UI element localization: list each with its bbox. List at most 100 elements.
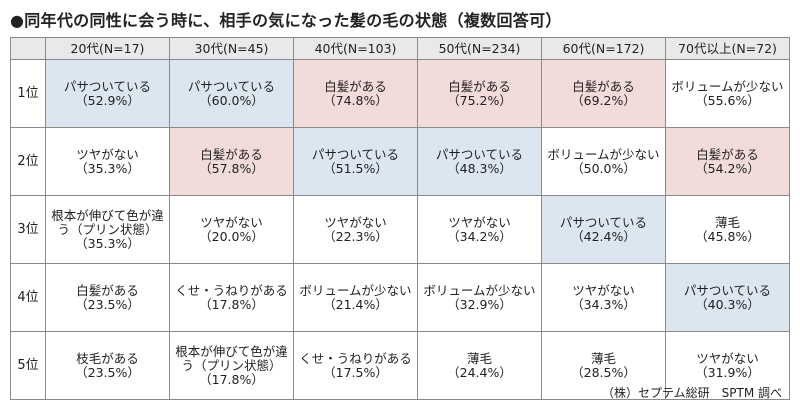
- column-header: 50代(N=234): [417, 37, 542, 60]
- table-cell: ボリュームが少ない （55.6%）: [665, 59, 790, 128]
- ranking-table: 20代(N=17) 30代(N=45) 40代(N=103) 50代(N=234…: [10, 37, 790, 400]
- answer-percent: （57.8%）: [199, 160, 264, 176]
- table-cell: ボリュームが少ない （32.9%）: [417, 263, 542, 332]
- answer-percent: （23.5%）: [75, 364, 140, 380]
- table-cell: パサついている （51.5%）: [293, 127, 418, 196]
- answer-label: くせ・うねりがある: [299, 350, 412, 366]
- answer-label: 白髪がある: [696, 146, 759, 162]
- answer-percent: （34.2%）: [447, 228, 512, 244]
- answer-label: 薄毛: [466, 350, 492, 366]
- table-row: 2位 ツヤがない （35.3%） 白髪がある （57.8%） パサついている （51.5%）…: [10, 127, 790, 196]
- table-row: 4位 白髪がある （23.5%） くせ・うねりがある （17.8%） ボリュームが少ない（…: [10, 263, 790, 332]
- table-cell: 枝毛がある （23.5%）: [45, 331, 170, 400]
- rank-label: 2位: [10, 127, 46, 196]
- answer-percent: （48.3%）: [447, 160, 512, 176]
- answer-label: ボリュームが少ない: [547, 146, 660, 162]
- answer-label: くせ・うねりがある: [175, 282, 288, 298]
- answer-percent: （32.9%）: [447, 296, 512, 312]
- table-cell: ツヤがない （34.2%）: [417, 195, 542, 264]
- answer-label: 根本が伸びて色が違う（プリン状態）: [51, 207, 164, 237]
- answer-label: 薄毛: [590, 350, 616, 366]
- table-cell: ツヤがない （22.3%）: [293, 195, 418, 264]
- answer-percent: （40.3%）: [695, 296, 760, 312]
- column-header: 40代(N=103): [293, 37, 418, 60]
- table-cell: パサついている （60.0%）: [169, 59, 294, 128]
- table-cell: 根本が伸びて色が違う（プリン状態） （17.8%）: [169, 331, 294, 400]
- table-cell: ツヤがない （20.0%）: [169, 195, 294, 264]
- answer-label: パサついている: [187, 78, 276, 94]
- answer-percent: （51.5%）: [323, 160, 388, 176]
- answer-label: ボリュームが少ない: [299, 282, 412, 298]
- answer-label: 白髪がある: [200, 146, 263, 162]
- table-cell: ボリュームが少ない （21.4%）: [293, 263, 418, 332]
- table-cell: ツヤがない （34.3%）: [541, 263, 666, 332]
- table-row: 1位 パサついている （52.9%） パサついている （60.0%） 白髪がある （74.8…: [10, 59, 790, 128]
- answer-percent: （60.0%）: [199, 92, 264, 108]
- table-cell: 根本が伸びて色が違う（プリン状態） （35.3%）: [45, 195, 170, 264]
- answer-label: ツヤがない: [76, 146, 139, 162]
- answer-percent: （17.5%）: [323, 364, 388, 380]
- rank-label: 4位: [10, 263, 46, 332]
- answer-label: パサついている: [435, 146, 524, 162]
- answer-label: 白髪がある: [76, 282, 139, 298]
- column-header: 70代以上(N=72): [665, 37, 790, 60]
- answer-percent: （34.3%）: [571, 296, 636, 312]
- page-title: ●同年代の同性に会う時に、相手の気になった髪の毛の状態（複数回答可）: [10, 11, 562, 30]
- answer-percent: （35.3%）: [75, 235, 140, 251]
- table-cell: ボリュームが少ない （50.0%）: [541, 127, 666, 196]
- answer-percent: （75.2%）: [447, 92, 512, 108]
- answer-label: ツヤがない: [324, 214, 387, 230]
- table-cell: 白髪がある （57.8%）: [169, 127, 294, 196]
- column-header: 30代(N=45): [169, 37, 294, 60]
- answer-percent: （22.3%）: [323, 228, 388, 244]
- table-body: 1位 パサついている （52.9%） パサついている （60.0%） 白髪がある （74.8…: [10, 59, 790, 400]
- table-cell: パサついている （52.9%）: [45, 59, 170, 128]
- table-cell: くせ・うねりがある （17.5%）: [293, 331, 418, 400]
- answer-label: 白髪がある: [324, 78, 387, 94]
- column-header: 20代(N=17): [45, 37, 170, 60]
- answer-percent: （42.4%）: [571, 228, 636, 244]
- answer-percent: （17.8%）: [199, 296, 264, 312]
- answer-label: ボリュームが少ない: [423, 282, 536, 298]
- table-cell: 白髪がある （54.2%）: [665, 127, 790, 196]
- table-cell: 薄毛 （28.5%）: [541, 331, 666, 400]
- answer-label: パサついている: [311, 146, 400, 162]
- answer-label: ボリュームが少ない: [671, 78, 784, 94]
- table-cell: 薄毛 （24.4%）: [417, 331, 542, 400]
- rank-label: 3位: [10, 195, 46, 264]
- answer-label: ツヤがない: [572, 282, 635, 298]
- answer-percent: （31.9%）: [695, 364, 760, 380]
- answer-label: パサついている: [683, 282, 772, 298]
- answer-label: 薄毛: [714, 214, 740, 230]
- answer-label: パサついている: [63, 78, 152, 94]
- table-cell: 白髪がある （74.8%）: [293, 59, 418, 128]
- answer-percent: （55.6%）: [695, 92, 760, 108]
- answer-percent: （74.8%）: [323, 92, 388, 108]
- table-row: 3位 根本が伸びて色が違う（プリン状態） （35.3%） ツヤがない （20.0%） ツヤ…: [10, 195, 790, 264]
- answer-percent: （50.0%）: [571, 160, 636, 176]
- answer-percent: （20.0%）: [199, 228, 264, 244]
- answer-label: 根本が伸びて色が違う（プリン状態）: [175, 343, 288, 373]
- answer-percent: （35.3%）: [75, 160, 140, 176]
- answer-percent: （24.4%）: [447, 364, 512, 380]
- table-cell: パサついている （48.3%）: [417, 127, 542, 196]
- table-cell: 白髪がある （23.5%）: [45, 263, 170, 332]
- answer-label: パサついている: [559, 214, 648, 230]
- header-corner: [10, 37, 46, 60]
- answer-percent: （28.5%）: [571, 364, 636, 380]
- answer-label: 枝毛がある: [76, 350, 139, 366]
- table-cell: 薄毛 （45.8%）: [665, 195, 790, 264]
- answer-label: 白髪がある: [448, 78, 511, 94]
- table-cell: ツヤがない （31.9%）: [665, 331, 790, 400]
- table-cell: パサついている （40.3%）: [665, 263, 790, 332]
- source-note: （株）セプテム総研 SPTM 調べ: [602, 386, 782, 400]
- answer-percent: （54.2%）: [695, 160, 760, 176]
- answer-percent: （52.9%）: [75, 92, 140, 108]
- table-cell: 白髪がある （75.2%）: [417, 59, 542, 128]
- answer-label: 白髪がある: [572, 78, 635, 94]
- table-cell: パサついている （42.4%）: [541, 195, 666, 264]
- header-row: 20代(N=17) 30代(N=45) 40代(N=103) 50代(N=234…: [10, 37, 790, 60]
- rank-label: 1位: [10, 59, 46, 128]
- table-row: 5位 枝毛がある （23.5%） 根本が伸びて色が違う（プリン状態） （17.8%） くせ…: [10, 331, 790, 400]
- answer-percent: （69.2%）: [571, 92, 636, 108]
